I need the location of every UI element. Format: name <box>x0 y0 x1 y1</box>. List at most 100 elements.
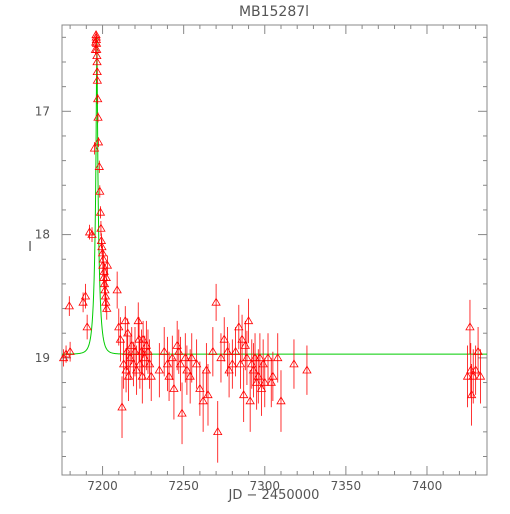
error-bars <box>63 31 481 463</box>
data-point <box>237 334 247 343</box>
data-point <box>289 359 299 368</box>
data-point <box>245 396 255 405</box>
data-point <box>273 353 283 362</box>
x-tick-label: 7350 <box>331 479 362 493</box>
data-points <box>58 30 486 436</box>
data-point <box>91 35 102 43</box>
data-point <box>78 297 88 306</box>
data-point <box>95 186 105 195</box>
data-point <box>224 365 234 374</box>
data-point <box>98 260 108 269</box>
data-point <box>125 353 135 362</box>
x-tick-label: 7200 <box>87 479 118 493</box>
y-tick-label: 19 <box>35 351 50 365</box>
plot-frame <box>61 24 488 476</box>
data-point <box>143 346 153 355</box>
data-point <box>234 322 244 331</box>
data-point <box>131 365 142 374</box>
data-point <box>253 371 263 380</box>
data-point <box>138 334 148 343</box>
data-point <box>92 94 103 103</box>
data-point <box>235 359 246 368</box>
y-tick-label: 17 <box>35 104 50 118</box>
data-point <box>92 67 102 76</box>
data-point <box>230 346 241 355</box>
data-point <box>89 143 100 152</box>
x-tick-label: 7400 <box>412 479 443 493</box>
data-point <box>121 365 131 374</box>
data-point <box>211 297 221 306</box>
data-point <box>255 353 265 362</box>
data-point <box>159 346 169 355</box>
axis-tick-labels: 7200 7250 7300 7350 7400 17 18 19 <box>35 104 443 493</box>
data-point <box>177 408 187 417</box>
data-point <box>302 365 312 374</box>
data-point <box>164 371 174 380</box>
data-point <box>213 427 223 436</box>
x-tick-label: 7300 <box>249 479 280 493</box>
data-point <box>185 371 195 380</box>
data-point <box>65 346 75 355</box>
data-point <box>475 371 486 380</box>
data-point <box>118 359 129 368</box>
data-point <box>222 346 233 355</box>
data-point <box>276 396 286 405</box>
data-point <box>146 371 156 380</box>
data-point <box>114 322 124 331</box>
x-tick-label: 7250 <box>168 479 199 493</box>
data-point <box>172 340 182 349</box>
data-point <box>250 353 260 362</box>
data-point <box>238 390 249 399</box>
data-point <box>122 328 133 337</box>
data-point <box>82 322 92 331</box>
data-point <box>167 353 178 362</box>
data-point <box>95 207 106 216</box>
data-point <box>92 57 102 66</box>
chart-title: MB15287l <box>239 4 309 20</box>
data-point <box>466 390 477 399</box>
data-point <box>201 365 212 374</box>
data-point <box>96 223 106 232</box>
data-point <box>140 353 150 362</box>
data-point <box>180 353 190 362</box>
data-point <box>92 75 103 84</box>
data-point <box>187 353 197 362</box>
data-point <box>243 316 254 325</box>
data-point <box>473 346 483 355</box>
data-point <box>466 365 476 374</box>
data-point <box>144 359 155 368</box>
data-point <box>198 396 208 405</box>
data-point <box>154 365 165 374</box>
axis-ticks <box>62 25 487 475</box>
x-axis-label: JD − 2450000 <box>228 488 320 503</box>
data-point <box>208 346 218 355</box>
y-tick-label: 18 <box>35 228 50 242</box>
data-point <box>470 365 481 374</box>
data-point <box>137 371 147 380</box>
data-point <box>91 30 101 39</box>
data-point <box>242 353 252 362</box>
data-point <box>130 346 140 355</box>
data-point <box>61 349 71 358</box>
data-point <box>141 340 152 349</box>
data-point <box>175 359 186 368</box>
data-point <box>117 402 127 411</box>
data-point <box>191 359 202 368</box>
data-point <box>98 254 109 263</box>
y-axis-label: I <box>28 240 32 255</box>
data-point <box>123 371 134 380</box>
data-point <box>133 316 143 325</box>
data-point <box>101 272 111 281</box>
data-point <box>93 137 104 146</box>
data-point <box>216 353 226 362</box>
data-point <box>112 285 122 294</box>
data-point <box>101 297 111 306</box>
data-point <box>227 359 238 368</box>
data-point <box>122 346 132 355</box>
data-point <box>240 340 251 349</box>
data-point <box>203 390 213 399</box>
data-point <box>251 377 262 386</box>
model-curve <box>62 36 487 355</box>
